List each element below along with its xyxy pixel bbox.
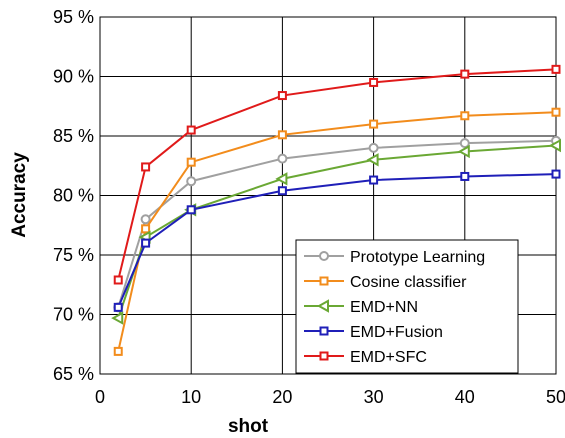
y-tick-label: 70 %: [53, 305, 94, 325]
series-lines: [111, 64, 561, 356]
data-point-emd-sfc: [141, 162, 151, 172]
data-point-cosine-classifier: [551, 107, 561, 117]
legend-item-emd-nn: EMD+NN: [304, 299, 418, 316]
x-tick-label: 50: [546, 387, 565, 407]
legend-item-emd-fusion: EMD+Fusion: [304, 324, 443, 341]
data-point-prototype-learning: [186, 176, 197, 187]
legend-entries: Prototype Learning Cosine classifier EMD+N…: [304, 249, 485, 366]
legend: Prototype Learning Cosine classifier EMD+N…: [295, 239, 519, 374]
data-point-emd-fusion: [460, 171, 470, 181]
data-point-cosine-classifier: [186, 157, 196, 167]
legend-swatch-marker: [319, 351, 329, 361]
data-point-emd-sfc: [369, 77, 379, 87]
y-tick-label: 80 %: [53, 186, 94, 206]
series-emd-sfc: [113, 64, 561, 285]
data-point-emd-nn: [275, 172, 288, 186]
y-axis-title: Accuracy: [9, 152, 30, 238]
legend-swatch-marker: [319, 326, 329, 336]
legend-label: Prototype Learning: [350, 249, 485, 266]
data-point-emd-sfc: [551, 64, 561, 74]
legend-swatch-marker: [319, 251, 329, 261]
y-tick-label: 95 %: [53, 7, 94, 27]
data-point-cosine-classifier: [113, 346, 123, 356]
legend-label: EMD+Fusion: [350, 324, 443, 341]
x-tick-label: 40: [455, 387, 475, 407]
data-point-emd-sfc: [186, 125, 196, 135]
data-point-emd-fusion: [551, 169, 561, 179]
data-point-cosine-classifier: [277, 130, 287, 140]
y-axis-tick-labels: 65 % 70 % 75 % 80 % 85 % 90 % 95 %: [53, 7, 94, 384]
x-tick-label: 0: [95, 387, 105, 407]
data-point-prototype-learning: [277, 153, 288, 164]
legend-item-emd-sfc: EMD+SFC: [304, 349, 427, 366]
data-point-prototype-learning: [368, 142, 379, 153]
data-point-emd-sfc: [113, 275, 123, 285]
legend-label: EMD+NN: [350, 299, 418, 316]
data-point-cosine-classifier: [369, 119, 379, 129]
data-point-emd-fusion: [186, 205, 196, 215]
y-tick-label: 90 %: [53, 67, 94, 87]
data-point-emd-fusion: [277, 186, 287, 196]
data-point-emd-nn: [457, 144, 470, 159]
data-point-emd-nn: [548, 138, 561, 153]
x-axis-tick-labels: 0 10 20 30 40 50: [95, 387, 565, 407]
data-point-cosine-classifier: [141, 224, 151, 234]
y-tick-label: 75 %: [53, 245, 94, 265]
data-point-emd-nn: [111, 311, 124, 325]
plot-area-frame: [99, 16, 557, 375]
x-tick-label: 20: [272, 387, 292, 407]
series-cosine-classifier: [113, 107, 561, 356]
data-point-emd-sfc: [277, 91, 287, 101]
x-tick-label: 30: [364, 387, 384, 407]
legend-item-cosine-classifier: Cosine classifier: [304, 274, 467, 291]
legend-swatch-marker: [316, 299, 329, 313]
legend-swatch-marker: [319, 276, 329, 286]
data-point-prototype-learning: [140, 214, 151, 225]
legend-item-prototype-learning: Prototype Learning: [304, 249, 485, 266]
x-tick-label: 10: [181, 387, 201, 407]
data-point-emd-nn: [366, 153, 379, 167]
data-point-emd-fusion: [113, 302, 123, 312]
series-emd-fusion: [113, 169, 561, 312]
x-axis-title: shot: [228, 416, 269, 437]
data-point-emd-fusion: [369, 175, 379, 185]
data-point-emd-fusion: [141, 238, 151, 248]
legend-label: Cosine classifier: [350, 274, 467, 291]
y-tick-label: 65 %: [53, 364, 94, 384]
data-point-cosine-classifier: [460, 111, 470, 121]
y-tick-label: 85 %: [53, 126, 94, 146]
data-point-prototype-learning: [459, 138, 470, 149]
legend-label: EMD+SFC: [350, 349, 427, 366]
data-point-emd-sfc: [460, 69, 470, 79]
